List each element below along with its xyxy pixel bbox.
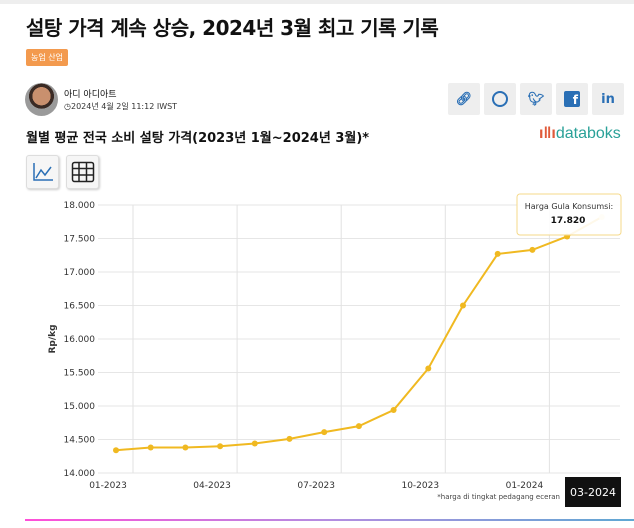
line-chart-view-button[interactable] [26, 155, 59, 189]
data-point [355, 423, 362, 430]
y-tick-label: 17.000 [64, 268, 96, 278]
databoks-logo[interactable]: ıǁıdataboks [539, 125, 621, 142]
link-icon: 🔗︎ [455, 91, 473, 107]
crosshair-x-label: 03-2024 [570, 486, 616, 499]
data-point [425, 365, 432, 372]
author-name[interactable]: 아디 아디아트 [64, 90, 117, 100]
divider [25, 519, 634, 521]
share-whatsapp-button[interactable] [484, 83, 516, 115]
y-tick-label: 15.500 [64, 369, 96, 379]
share-link-button[interactable]: 🔗︎ [448, 83, 480, 115]
data-point [494, 250, 501, 257]
data-point [286, 435, 293, 442]
x-tick-label: 10-2023 [401, 481, 439, 491]
x-tick-label: 04-2023 [193, 481, 231, 491]
table-icon [71, 161, 94, 183]
table-view-button[interactable] [66, 155, 99, 189]
data-point [147, 444, 154, 451]
facebook-icon: f [564, 91, 580, 107]
share-facebook-button[interactable]: f [556, 83, 588, 115]
data-point [390, 407, 397, 414]
x-tick-label: 07-2023 [297, 481, 335, 491]
y-tick-label: 15.000 [64, 402, 96, 412]
series-line [115, 216, 603, 452]
data-point [529, 246, 536, 253]
article-title: 설탕 가격 계속 상승, 2024년 3월 최고 기록 기록 [26, 16, 439, 40]
share-twitter-button[interactable]: 🐦︎ [520, 83, 552, 115]
y-axis-label: Rp/kg [48, 324, 58, 353]
tooltip-value: 17.820 [551, 216, 586, 226]
avatar[interactable] [25, 83, 58, 116]
publish-date: ◷2024년 4월 2일 11:12 IWST [64, 102, 178, 111]
linkedin-icon: in [601, 91, 615, 107]
tooltip-label: Harga Gula Konsumsi: [525, 202, 613, 211]
share-buttons: 🔗︎ 🐦︎ f in [448, 83, 624, 115]
crosshair-x-label-box [565, 477, 621, 507]
data-point [460, 302, 466, 309]
share-linkedin-button[interactable]: in [592, 83, 624, 115]
x-tick-label: 01-2023 [89, 481, 127, 491]
y-tick-label: 18.000 [64, 201, 96, 211]
clock-icon: ◷ [64, 102, 71, 111]
y-tick-label: 17.500 [64, 235, 96, 245]
y-tick-label: 16.500 [64, 302, 96, 312]
data-point [182, 444, 189, 451]
data-point [321, 429, 328, 436]
data-point [113, 447, 119, 454]
footnote: *harga di tingkat pedagang eceran [437, 493, 560, 501]
data-point [217, 443, 224, 450]
category-tag[interactable]: 농업 산업 [26, 49, 68, 66]
y-tick-label: 16.000 [64, 335, 96, 345]
whatsapp-icon [492, 91, 508, 107]
twitter-icon: 🐦︎ [527, 91, 545, 107]
y-tick-label: 14.500 [64, 436, 96, 446]
x-tick-label: 01-2024 [506, 481, 544, 491]
line-chart-icon [32, 163, 53, 181]
chart-title: 월별 평균 전국 소비 설탕 가격(2023년 1월~2024년 3월)* [26, 131, 370, 146]
data-point [251, 440, 258, 447]
logo-mark-icon: ıǁı [539, 125, 556, 142]
y-tick-label: 14.000 [64, 469, 96, 479]
tooltip-box [516, 193, 622, 236]
top-bar [0, 0, 634, 4]
